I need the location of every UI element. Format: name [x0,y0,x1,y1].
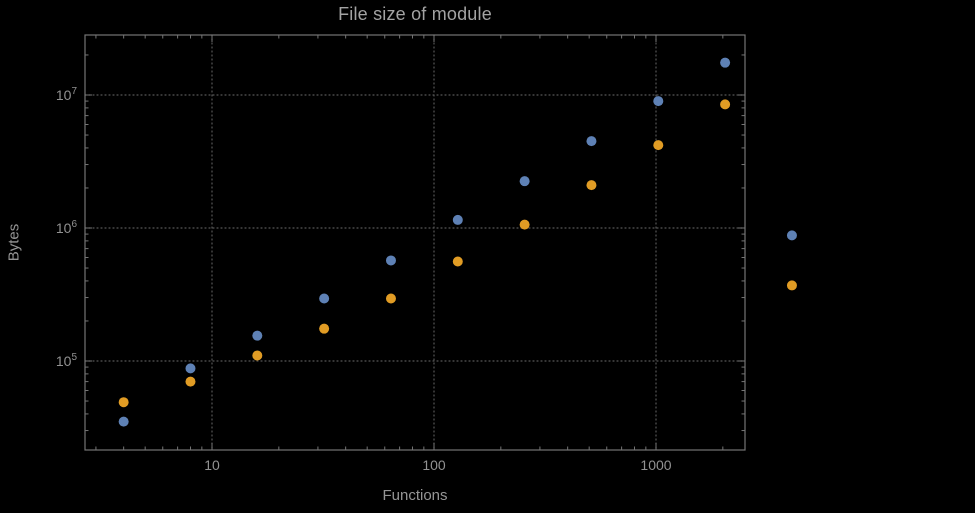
data-point-series-1-blue [185,363,196,374]
data-point-series-1-blue [319,293,330,304]
chart-title: File size of module [338,4,492,24]
x-tick-label: 1000 [640,457,671,473]
data-point-series-2-orange [653,140,664,151]
data-point-series-2-orange [720,99,731,110]
data-point-series-2-orange [786,280,797,291]
data-point-series-1-blue [118,416,129,427]
data-point-series-1-blue [586,136,597,147]
x-tick-label: 10 [204,457,220,473]
y-tick-label: 105 [56,352,78,369]
data-point-series-2-orange [586,180,597,191]
plot-frame [84,34,746,451]
data-point-series-2-orange [118,397,129,408]
data-point-series-1-blue [519,176,530,187]
x-axis-label: Functions [382,487,448,504]
data-point-series-1-blue [385,255,396,266]
data-point-series-2-orange [452,256,463,267]
data-point-series-2-orange [385,293,396,304]
data-point-series-1-blue [653,96,664,107]
data-point-series-1-blue [720,57,731,68]
data-point-series-2-orange [319,323,330,334]
data-point-series-1-blue [252,330,263,341]
data-point-series-1-blue [452,214,463,225]
data-point-series-1-blue [786,230,797,241]
y-tick-label: 106 [56,219,78,236]
data-point-series-2-orange [519,219,530,230]
y-tick-label: 107 [56,86,78,103]
x-tick-label: 100 [422,457,446,473]
data-point-series-2-orange [252,350,263,361]
data-point-series-2-orange [185,376,196,387]
